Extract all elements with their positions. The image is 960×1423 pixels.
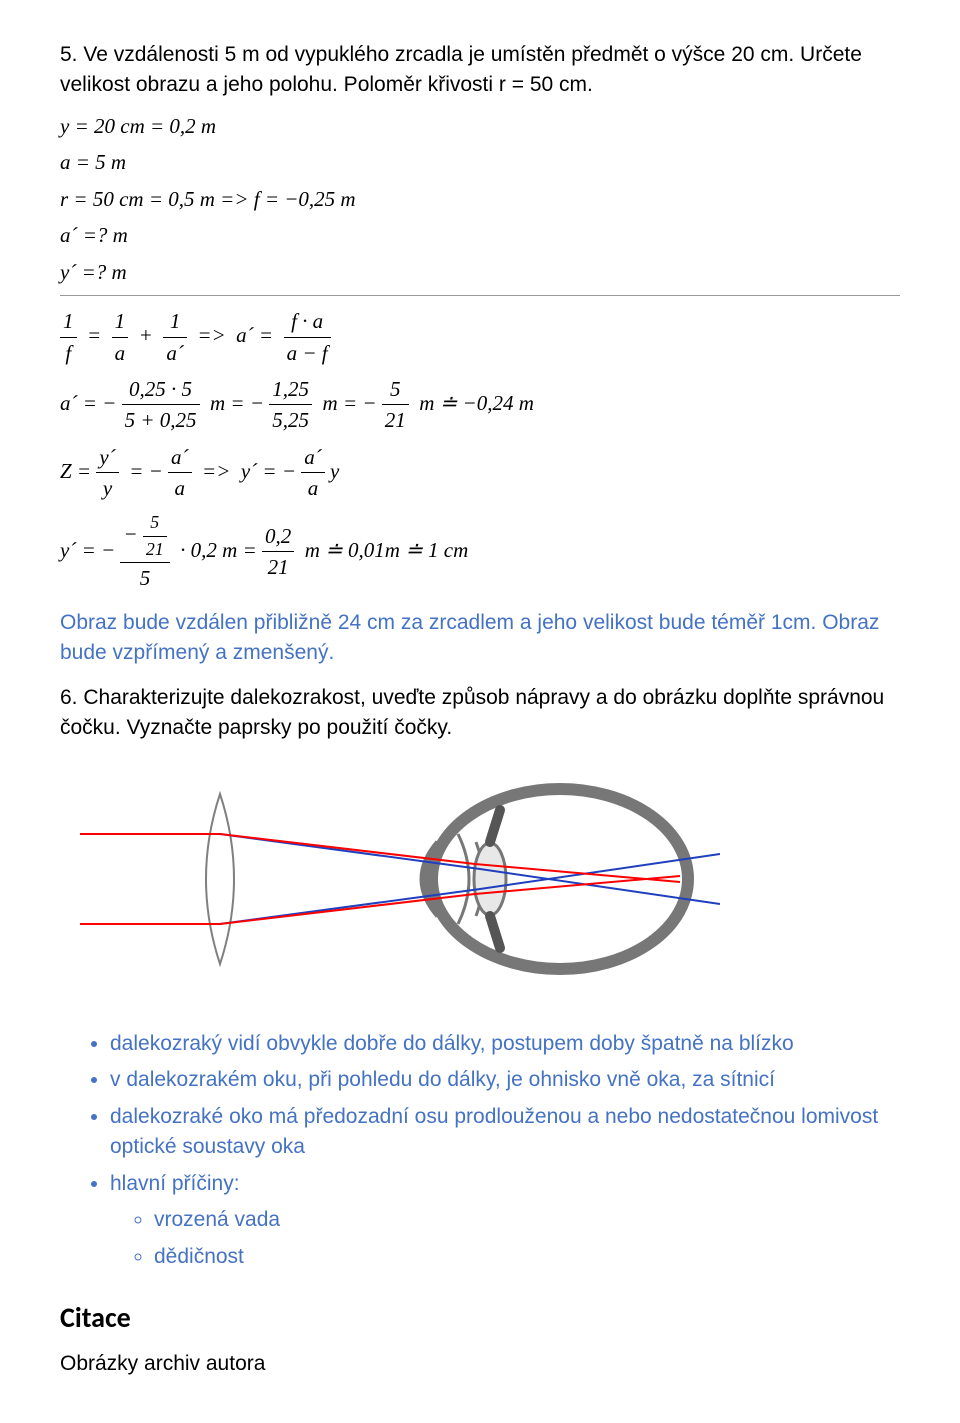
sub-bullet-1: vrozená vada <box>154 1205 900 1235</box>
task6-number: 6. <box>60 686 78 709</box>
sub-bullets: vrozená vada dědičnost <box>110 1205 900 1272</box>
task6-text: 6. Charakterizujte dalekozrakost, uveďte… <box>60 683 900 744</box>
hyperopia-bullets: dalekozraký vidí obvykle dobře do dálky,… <box>60 1029 900 1272</box>
bullet-2: v dalekozrakém oku, při pohledu do dálky… <box>110 1065 900 1095</box>
bullet-4: hlavní příčiny: vrozená vada dědičnost <box>110 1169 900 1272</box>
eye-lens <box>474 843 506 915</box>
given-r: r = 50 cm = 0,5 m => f = −0,25 m <box>60 184 900 214</box>
given-a-prime: a´ =? m <box>60 220 900 250</box>
calc-line3: Z = y´y = − a´a => y´ = − a´a y <box>60 442 900 504</box>
task5-body: Ve vzdálenosti 5 m od vypuklého zrcadla … <box>60 43 862 96</box>
bullet-1: dalekozraký vidí obvykle dobře do dálky,… <box>110 1029 900 1059</box>
given-y-prime: y´ =? m <box>60 257 900 287</box>
hyperopia-diagram <box>80 764 900 1003</box>
task6-body: Charakterizujte dalekozrakost, uveďte zp… <box>60 686 884 739</box>
bullet-3: dalekozraké oko má předozadní osu prodlo… <box>110 1102 900 1163</box>
calc-line4: y´ = − − 5215 · 0,2 m = 0,221 m ≐ 0,01m … <box>60 510 900 594</box>
task5-answer: Obraz bude vzdálen přibližně 24 cm za zr… <box>60 608 900 669</box>
lens-icon <box>206 794 234 964</box>
calc-line2: a´ = − 0,25 · 55 + 0,25 m = − 1,255,25 m… <box>60 374 900 436</box>
separator <box>60 295 900 296</box>
bullet-4-label: hlavní příčiny: <box>110 1172 240 1195</box>
given-y: y = 20 cm = 0,2 m <box>60 111 900 141</box>
task5-text: 5. Ve vzdálenosti 5 m od vypuklého zrcad… <box>60 40 900 101</box>
given-a: a = 5 m <box>60 147 900 177</box>
citation-heading: Citace <box>60 1298 900 1339</box>
calc-line1: 1f = 1a + 1a´ => a´ = f · aa − f <box>60 306 900 368</box>
sub-bullet-2: dědičnost <box>154 1242 900 1272</box>
citation-source: Obrázky archiv autora <box>60 1349 900 1379</box>
task5-number: 5. <box>60 43 78 66</box>
